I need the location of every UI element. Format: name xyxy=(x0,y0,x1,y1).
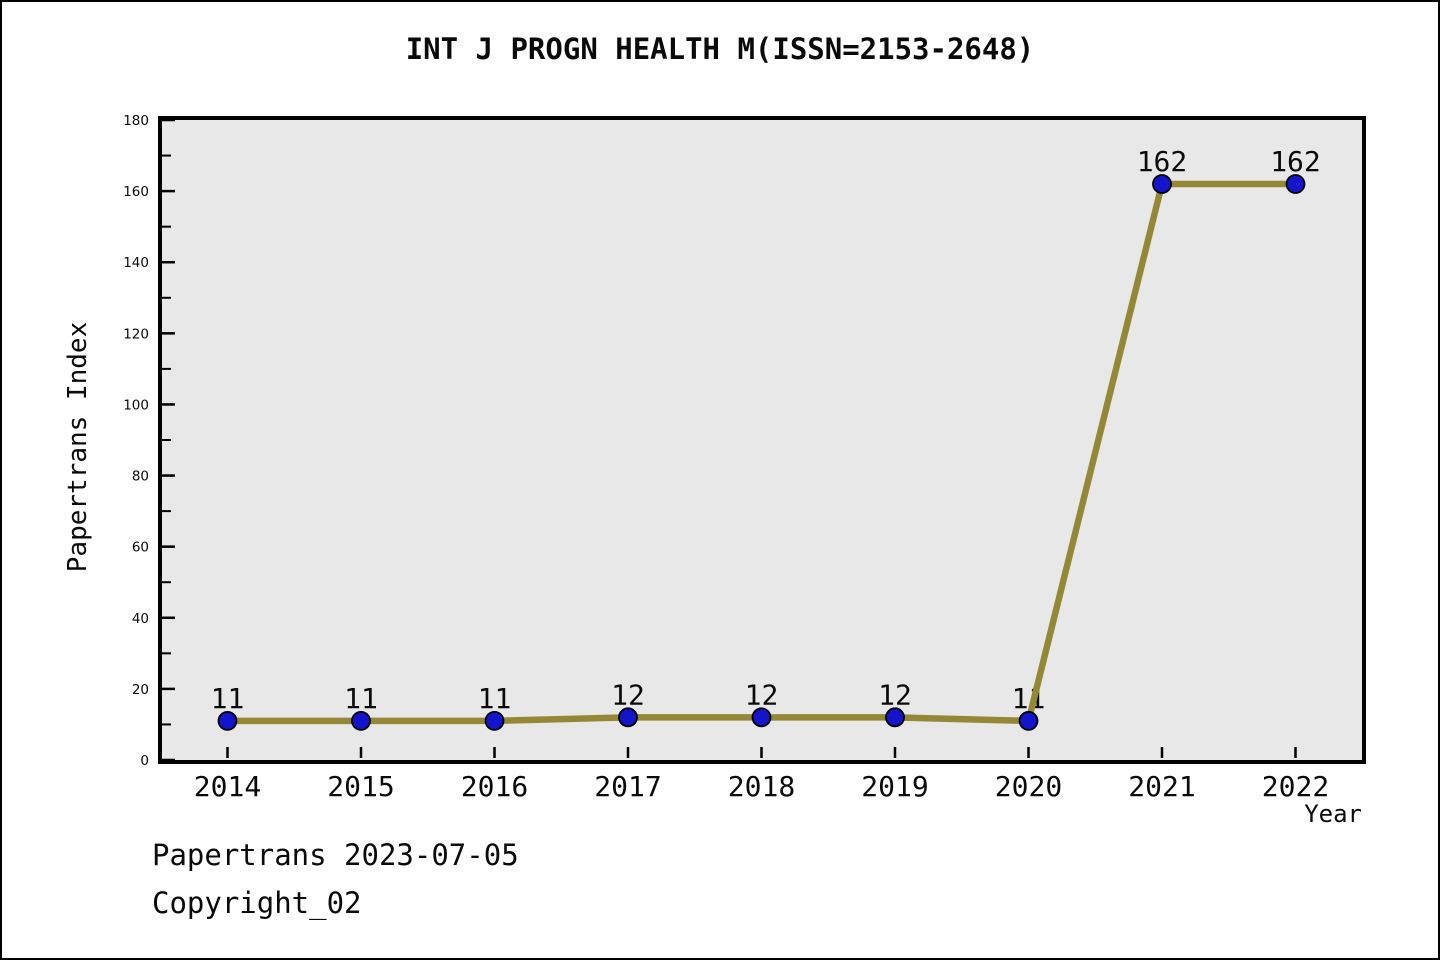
data-point-label: 11 xyxy=(344,682,378,715)
y-tick-label: 20 xyxy=(132,682,149,698)
data-point-label: 12 xyxy=(611,678,645,711)
y-tick-label: 180 xyxy=(123,113,149,129)
x-axis-label: Year xyxy=(1304,800,1362,828)
chart-title: INT J PROGN HEALTH M(ISSN=2153-2648) xyxy=(405,32,1035,66)
x-tick-label: 2015 xyxy=(327,770,394,803)
footer-source-date: Papertrans 2023-07-05 xyxy=(152,838,519,872)
data-point-marker xyxy=(351,710,371,731)
y-tick-label: 100 xyxy=(123,397,149,413)
y-tick-label: 140 xyxy=(123,255,149,271)
x-tick-label: 2018 xyxy=(728,770,795,803)
plot-area xyxy=(158,116,1366,764)
data-point-label: 12 xyxy=(878,678,912,711)
data-point-label: 11 xyxy=(211,682,245,715)
data-point-marker xyxy=(885,707,905,728)
data-point-label: 162 xyxy=(1270,145,1321,178)
x-tick-label: 2021 xyxy=(1128,770,1195,803)
y-tick-label: 80 xyxy=(132,469,149,485)
x-tick-label: 2016 xyxy=(461,770,528,803)
y-tick-label: 0 xyxy=(140,753,149,769)
x-tick-label: 2020 xyxy=(995,770,1062,803)
data-point-label: 11 xyxy=(478,682,512,715)
x-tick-label: 2017 xyxy=(594,770,661,803)
data-point-marker xyxy=(1152,174,1172,194)
y-tick-label: 60 xyxy=(132,540,149,556)
data-point-marker xyxy=(217,710,238,731)
data-point-marker xyxy=(1018,710,1039,731)
x-tick-label: 2019 xyxy=(861,770,928,803)
y-tick-label: 40 xyxy=(132,611,149,627)
data-point-marker xyxy=(1285,174,1306,194)
data-point-label: 12 xyxy=(745,678,779,711)
data-point-marker xyxy=(618,707,638,728)
data-point-label: 162 xyxy=(1137,145,1188,178)
footer-copyright: Copyright_02 xyxy=(152,886,362,920)
data-point-marker xyxy=(484,710,505,731)
data-point-marker xyxy=(751,707,772,728)
x-tick-label: 2014 xyxy=(194,770,261,803)
x-tick-label: 2022 xyxy=(1262,770,1329,803)
y-tick-label: 160 xyxy=(123,184,149,200)
y-tick-label: 120 xyxy=(123,326,149,342)
